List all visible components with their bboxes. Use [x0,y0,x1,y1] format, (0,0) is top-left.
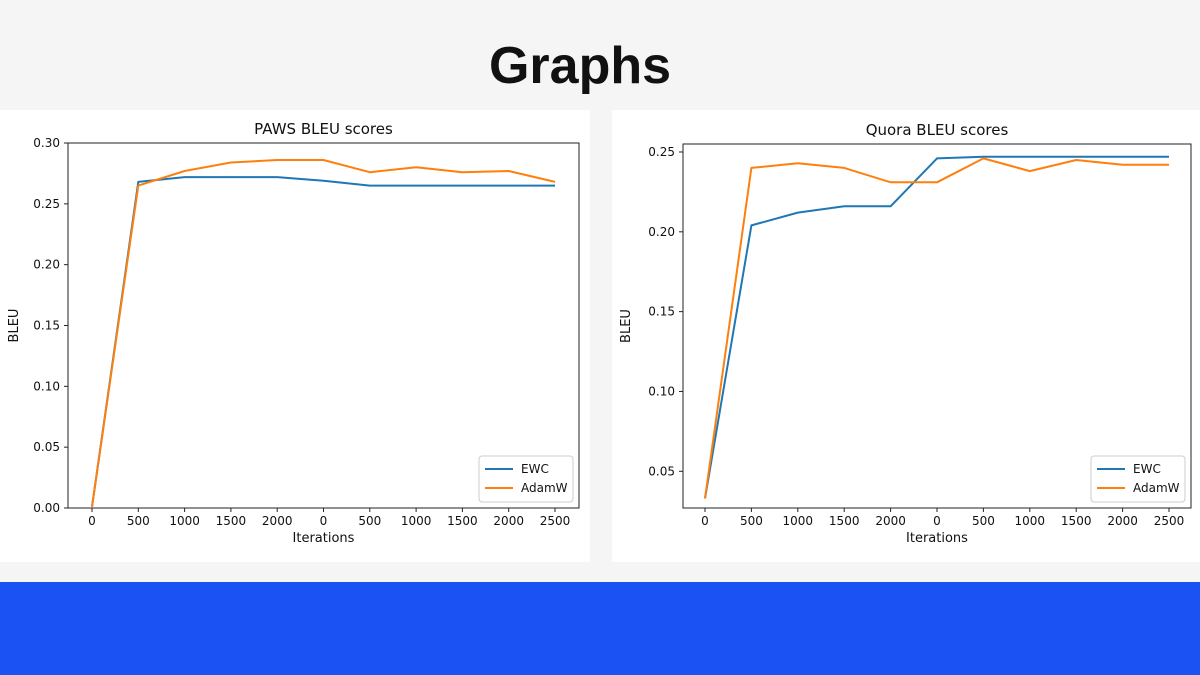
x-tick-label: 2500 [540,514,571,528]
series-line-adamw [91,159,556,507]
y-tick-label: 0.10 [33,379,60,393]
legend-label: EWC [1133,462,1161,476]
y-tick-label: 0.00 [33,501,60,515]
x-tick-label: 500 [972,514,995,528]
y-axis-label: BLEU [619,309,634,343]
chart-title: Quora BLEU scores [866,121,1009,139]
x-tick-label: 1500 [447,514,478,528]
paws-bleu-chart: PAWS BLEU scores 0.00 0.05 0.10 0.15 0.20 0.25… [0,110,590,562]
x-axis-label: Iterations [293,531,355,546]
x-tick-label: 2000 [493,514,524,528]
x-tick-label: 0 [933,514,941,528]
legend-box [1090,455,1186,503]
series-line-adamw [704,157,1169,499]
x-tick-label: 1000 [169,514,200,528]
chart-svg: Quora BLEU scores 0.05 0.10 0.15 0.20 0.25 0 50… [619,121,1192,546]
x-tick-label: 2000 [875,514,906,528]
series-line-ewc [704,155,1169,499]
x-tick-label: 500 [358,514,381,528]
y-tick-label: 0.05 [33,440,60,454]
y-tick-label: 0.30 [33,136,60,150]
legend-label: AdamW [521,481,568,495]
y-tick-label: 0.10 [648,384,675,398]
plot-frame [682,143,1192,509]
x-tick-label: 1000 [1015,514,1046,528]
x-tick-label: 500 [740,514,763,528]
legend: EWC AdamW [1090,455,1186,503]
x-tick-label: 1500 [1061,514,1092,528]
x-tick-label: 2500 [1154,514,1185,528]
x-tick-label: 1000 [401,514,432,528]
y-tick-label: 0.25 [33,197,60,211]
x-tick-label: 0 [320,514,328,528]
x-tick-label: 0 [88,514,96,528]
x-tick-label: 2000 [1107,514,1138,528]
y-tick-label: 0.15 [648,305,675,319]
y-tick-label: 0.15 [33,319,60,333]
x-tick-label: 500 [127,514,150,528]
chart-svg: PAWS BLEU scores 0.00 0.05 0.10 0.15 0.20 0.25… [7,120,580,546]
plot-frame [67,142,580,509]
legend: EWC AdamW [478,455,574,503]
legend-label: EWC [521,462,549,476]
y-axis-label: BLEU [7,309,22,343]
y-tick-label: 0.20 [33,258,60,272]
x-tick-label: 1500 [216,514,247,528]
y-tick-label: 0.20 [648,225,675,239]
x-tick-label: 1500 [829,514,860,528]
x-tick-label: 2000 [262,514,293,528]
chart-title: PAWS BLEU scores [254,120,393,138]
x-tick-label: 0 [701,514,709,528]
footer-bar [0,582,1200,675]
y-tick-label: 0.05 [648,464,675,478]
quora-bleu-chart: Quora BLEU scores 0.05 0.10 0.15 0.20 0.25 0 50… [612,110,1200,562]
slide-title: Graphs [488,37,672,95]
legend-box [478,455,574,503]
x-tick-label: 1000 [783,514,814,528]
y-tick-label: 0.25 [648,145,675,159]
x-axis-label: Iterations [906,531,968,546]
legend-label: AdamW [1133,481,1180,495]
series-line-ewc [91,176,555,507]
